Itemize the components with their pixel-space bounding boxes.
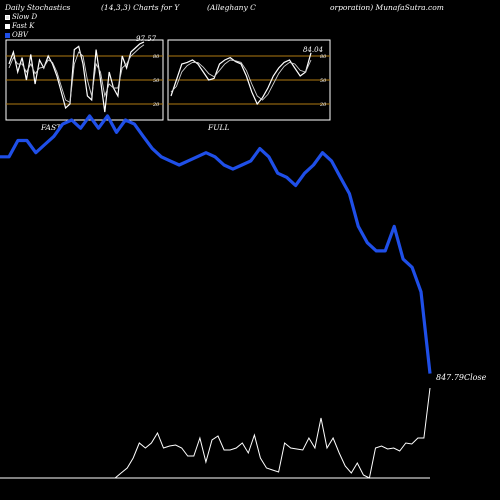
fast-tick-label: 20 (152, 102, 160, 108)
full-series-d (170, 59, 312, 101)
close-label: 847.79Close (436, 373, 487, 382)
legend-swatch-slow-d (5, 14, 10, 20)
chart-title-company: (Alleghany C (207, 3, 256, 12)
chart-title-left: Daily Stochastics (5, 3, 71, 12)
fast-panel-title: FAST (40, 123, 62, 132)
obv-line (0, 114, 432, 374)
chart-title-params: (14,3,3) Charts for Y (101, 3, 180, 12)
full-tick-label: 80 (320, 54, 327, 60)
fast-tick-label: 80 (153, 54, 160, 60)
legend-label-fast-k: Fast K (12, 22, 35, 30)
legend-swatch-fast-k (5, 23, 10, 29)
legend-label-obv: OBV (12, 31, 28, 39)
full-panel-title: FULL (207, 123, 230, 132)
obv-layer: 847.79Close (0, 114, 487, 382)
full-panel: 80 50 20 84.04 FULL (167, 39, 331, 132)
legend-swatch-obv (5, 32, 10, 38)
legend-fast-k: Fast K (5, 22, 34, 30)
chart-title-site: orporation) MunafaSutra.com (330, 3, 444, 12)
volume-layer (0, 387, 431, 479)
fast-tick-label: 50 (153, 78, 160, 84)
fast-last-value: 97.57 (136, 35, 157, 43)
legend-slow-d: Slow D (5, 13, 37, 21)
fast-series-d (8, 44, 145, 104)
legend-obv: OBV (5, 31, 28, 39)
full-last-value: 84.04 (303, 46, 323, 54)
fast-panel: 80 50 20 97.57 FAST (5, 35, 164, 132)
fast-series-k (8, 41, 145, 113)
legend-label-slow-d: Slow D (12, 13, 38, 21)
full-series-k (170, 52, 312, 106)
volume-line (0, 387, 431, 479)
full-tick-label: 20 (319, 102, 327, 108)
full-tick-label: 50 (320, 78, 327, 84)
